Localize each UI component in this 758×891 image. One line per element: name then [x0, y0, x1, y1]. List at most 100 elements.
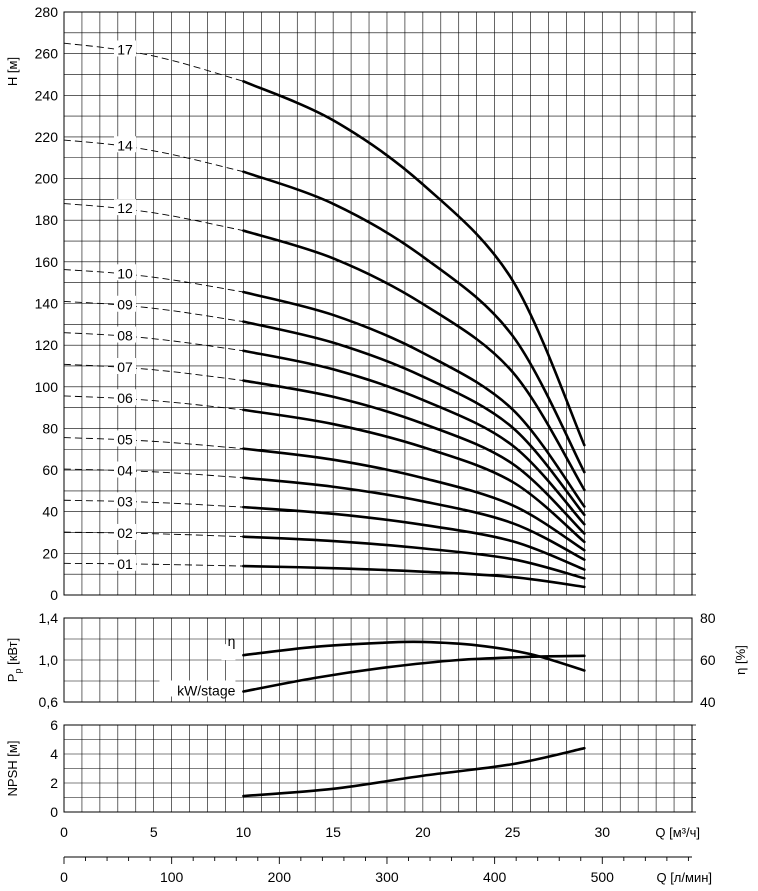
curve-label-bg — [159, 680, 236, 697]
head-curve-label-04: 04 — [117, 462, 133, 478]
curve-efficiency — [242, 640, 586, 672]
head-curve-label-bg — [114, 326, 136, 343]
head-ytick-label: 20 — [42, 545, 58, 561]
head-curve-label-bg — [114, 430, 136, 447]
head-curve-10 — [242, 290, 586, 508]
head-curve-label-bg — [114, 358, 136, 375]
head-curve-extension-09 — [63, 300, 244, 323]
head-curve-label-07: 07 — [117, 359, 133, 375]
power-axis-label-main: P — [5, 674, 20, 683]
head-curve-label-14: 14 — [117, 137, 133, 153]
efficiency-ytick-label: 60 — [700, 652, 716, 668]
head-curve-label-bg — [114, 40, 136, 57]
head-curve-14 — [242, 170, 586, 474]
npsh-ytick-label: 2 — [50, 775, 58, 791]
head-ytick-label: 0 — [50, 587, 58, 603]
head-curve-06 — [242, 408, 586, 544]
efficiency-ytick-label: 80 — [700, 610, 716, 626]
head-curve-01 — [242, 564, 586, 589]
x-tick-label: 20 — [415, 824, 431, 840]
head-curve-extension-03 — [63, 499, 244, 508]
efficiency-axis-label: η [%] — [733, 645, 748, 675]
head-curve-extension-02 — [63, 531, 244, 538]
npsh-ytick-label: 0 — [50, 804, 58, 820]
curve-power — [242, 654, 586, 693]
head-curve-label-bg — [114, 554, 136, 571]
curve-label-power: kW/stage — [177, 683, 236, 699]
head-curve-07 — [242, 379, 586, 535]
head-curve-17 — [242, 80, 586, 447]
x2-tick-label: 100 — [160, 869, 184, 885]
head-curve-label-bg — [114, 295, 136, 312]
power-axis-label-sub: p — [13, 669, 23, 674]
head-curve-extension-05 — [63, 437, 244, 450]
power-ytick-label: 1,0 — [39, 652, 59, 668]
head-curve-label-17: 17 — [117, 41, 133, 57]
head-ytick-label: 100 — [35, 379, 59, 395]
head-ytick-label: 180 — [35, 212, 59, 228]
head-curve-extension-14 — [63, 139, 244, 173]
efficiency-ytick-label: 40 — [700, 694, 716, 710]
head-ytick-label: 200 — [35, 171, 59, 187]
head-curve-label-bg — [114, 492, 136, 509]
head-curve-label-09: 09 — [117, 297, 133, 313]
head-curve-label-05: 05 — [117, 431, 133, 447]
head-curve-extension-17 — [63, 42, 244, 82]
x-tick-label: 15 — [325, 824, 341, 840]
x2-tick-label: 0 — [60, 869, 68, 885]
head-curve-label-bg — [114, 199, 136, 216]
head-curve-extension-06 — [63, 395, 244, 411]
head-curve-label-12: 12 — [117, 200, 133, 216]
head-curve-extension-07 — [63, 363, 244, 381]
head-curve-label-bg — [114, 389, 136, 406]
head-curve-02 — [242, 535, 586, 580]
x-tick-label: 5 — [150, 824, 158, 840]
head-curve-09 — [242, 320, 586, 517]
npsh-ytick-label: 6 — [50, 717, 58, 733]
head-curve-label-bg — [114, 136, 136, 153]
npsh-axis-label: NPSH [м] — [5, 741, 20, 797]
head-curve-label-06: 06 — [117, 390, 133, 406]
head-curve-extension-10 — [63, 269, 244, 293]
head-curve-label-02: 02 — [117, 525, 133, 541]
power-ytick-label: 0,6 — [39, 694, 59, 710]
head-ytick-label: 40 — [42, 504, 58, 520]
head-ytick-label: 260 — [35, 46, 59, 62]
x2-tick-label: 500 — [591, 869, 615, 885]
x-tick-label: 10 — [236, 824, 252, 840]
head-ytick-label: 220 — [35, 129, 59, 145]
head-curve-extension-01 — [63, 562, 244, 567]
head-curve-label-08: 08 — [117, 328, 133, 344]
x-tick-label: 25 — [505, 824, 521, 840]
head-curve-03 — [242, 505, 586, 571]
power-panel-grid — [63, 617, 693, 703]
x-tick-label: 30 — [594, 824, 610, 840]
head-axis-label: H [м] — [5, 57, 20, 86]
x2-tick-label: 200 — [268, 869, 292, 885]
head-ytick-label: 240 — [35, 87, 59, 103]
npsh-panel-grid — [63, 724, 693, 813]
power-ytick-label: 1,4 — [39, 610, 59, 626]
head-curve-extension-08 — [63, 332, 244, 352]
head-ytick-label: 280 — [35, 4, 59, 20]
x2-axis-label: Q [л/мин] — [656, 870, 712, 885]
power-panel-frame — [63, 617, 693, 703]
head-ytick-label: 80 — [42, 420, 58, 436]
x2-tick-label: 400 — [483, 869, 507, 885]
head-curve-label-10: 10 — [117, 265, 133, 281]
head-curve-label-03: 03 — [117, 493, 133, 509]
npsh-ytick-label: 4 — [50, 746, 58, 762]
head-curve-04 — [242, 476, 586, 561]
curve-label-efficiency: η — [228, 633, 236, 649]
head-curve-extension-04 — [63, 468, 244, 479]
head-curve-08 — [242, 349, 586, 526]
head-curve-05 — [242, 447, 586, 552]
head-curve-label-01: 01 — [117, 556, 133, 572]
head-curve-label-bg — [114, 523, 136, 540]
head-ytick-label: 60 — [42, 462, 58, 478]
head-ytick-label: 140 — [35, 296, 59, 312]
power-axis-label: Pp [кВт] — [5, 638, 23, 682]
head-curve-extension-12 — [63, 203, 244, 232]
head-ytick-label: 160 — [35, 254, 59, 270]
